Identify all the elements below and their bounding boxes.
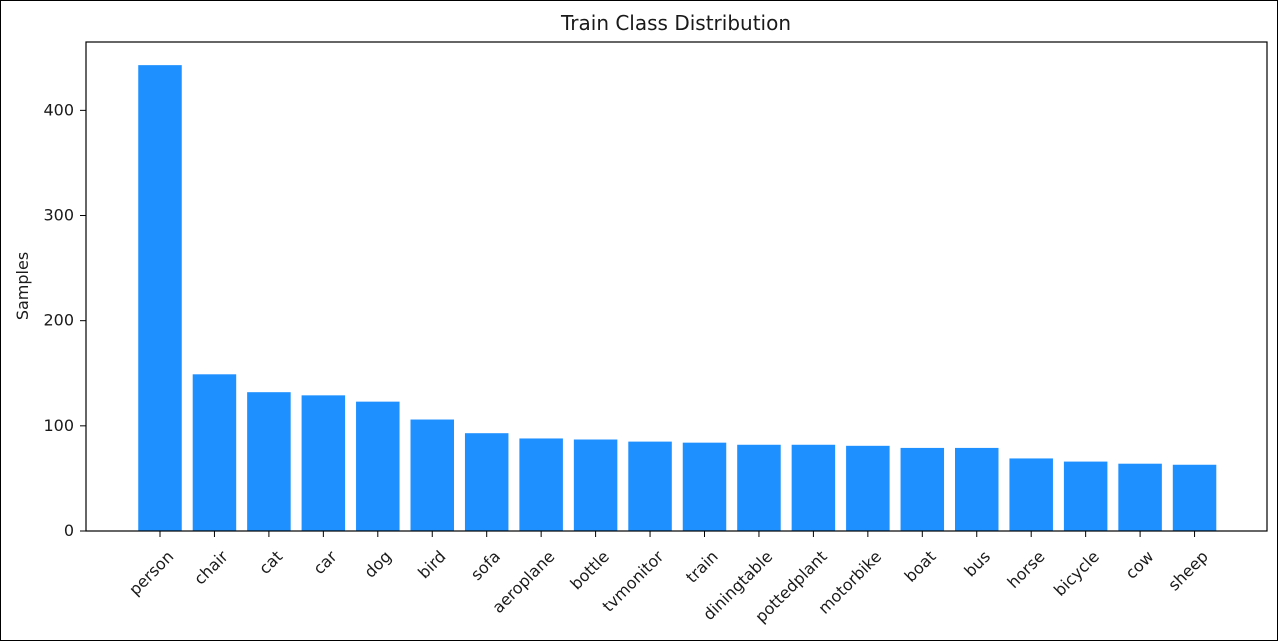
x-tick-label: cat [255,547,286,578]
x-tick-label: dog [360,547,395,582]
bar-chair [192,374,237,531]
x-tick-label: train [682,547,722,587]
bar-motorbike [846,445,890,531]
x-tick-label: cow [1122,547,1158,583]
bar-car [301,395,346,531]
y-tick-label: 0 [64,521,74,540]
y-tick-label: 200 [43,311,74,330]
x-tick-label: bottle [566,547,613,594]
bar-pottedplant [791,444,836,531]
bar-tvmonitor [628,441,672,531]
x-tick-label: bus [960,547,994,581]
bar-boat [900,447,945,531]
bar-bus [955,447,999,531]
bar-bottle [573,439,618,531]
chart-title: Train Class Distribution [560,11,791,35]
bar-aeroplane [519,438,563,531]
bar-train [682,442,727,531]
y-tick-label: 100 [43,416,74,435]
x-tick-label: boat [901,547,940,586]
x-tick-label: chair [190,547,232,589]
bar-cat [247,392,291,531]
y-tick-label: 300 [43,206,74,225]
bar-diningtable [737,444,781,531]
bar-sofa [464,433,509,531]
x-tick-label: sofa [467,547,504,584]
bar-bicycle [1063,461,1108,531]
x-tick-label: bicycle [1050,547,1103,600]
bar-horse [1009,458,1053,531]
x-tick-label: person [125,547,177,599]
x-tick-label: sheep [1164,547,1212,595]
y-tick-label: 400 [43,100,74,119]
x-tick-label: horse [1003,547,1048,592]
bars-group [138,65,1217,531]
bar-person [138,65,182,531]
plot-area [85,41,1268,532]
y-axis: 0 100 200 300 400 [43,100,86,540]
x-tick-label: bird [414,547,449,582]
bar-cow [1118,463,1162,531]
x-tick-label: car [309,547,341,579]
bar-sheep [1172,464,1217,531]
y-axis-label: Samples [13,252,32,320]
bar-dog [356,401,400,531]
bar-bird [410,419,454,531]
